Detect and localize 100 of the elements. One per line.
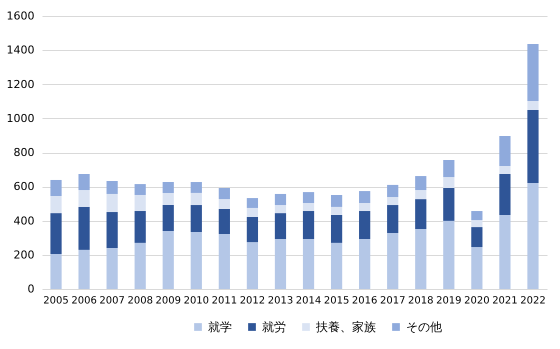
bar: [443, 177, 454, 188]
bar: [359, 239, 370, 289]
y-tick-label: 800: [14, 146, 34, 159]
x-tick-label: 2012: [240, 296, 266, 306]
bar: [415, 190, 426, 200]
legend-label: その他: [406, 320, 442, 334]
bar: [387, 197, 398, 206]
bar: [359, 211, 370, 240]
bar: [218, 208, 230, 234]
bar: [415, 228, 426, 289]
x-tick-label: 2010: [184, 296, 210, 306]
bar: [134, 211, 146, 243]
bar: [471, 220, 482, 228]
bar: [78, 190, 90, 207]
x-tick-label: 2007: [99, 296, 125, 306]
bar: [162, 182, 174, 193]
bar: [106, 194, 118, 212]
bar: [359, 203, 370, 212]
bar: [527, 44, 539, 101]
bar: [78, 174, 90, 190]
bar: [218, 234, 230, 289]
bar: [387, 184, 398, 198]
x-tick-label: 2008: [127, 296, 153, 306]
bar: [499, 136, 511, 166]
y-tick-label: 1200: [6, 78, 34, 91]
bar: [274, 239, 286, 289]
legend-label: 扶養、家族: [315, 320, 376, 334]
x-tick-label: 2019: [436, 296, 462, 306]
bar: [246, 242, 258, 289]
bar: [527, 100, 539, 110]
bar: [218, 188, 230, 200]
bar: [50, 196, 62, 214]
x-tick-label: 2013: [268, 296, 294, 306]
legend-label: 就労: [262, 320, 286, 334]
x-tick-label: 2014: [296, 296, 322, 306]
bar: [443, 220, 454, 289]
bar: [302, 211, 314, 240]
x-tick-label: 2020: [464, 296, 490, 306]
bar: [50, 213, 62, 254]
legend-label: 就学: [208, 320, 232, 334]
bar: [443, 160, 454, 178]
bar: [499, 174, 511, 215]
bar: [330, 194, 342, 207]
bar: [190, 232, 202, 289]
bar: [387, 205, 398, 234]
bar: [302, 203, 314, 212]
bar: [330, 206, 342, 215]
bar: [190, 192, 202, 206]
bar: [471, 247, 482, 289]
y-tick-label: 1600: [6, 10, 34, 22]
bar: [106, 248, 118, 289]
bar: [302, 192, 314, 204]
bar: [415, 176, 426, 190]
x-tick-label: 2009: [156, 296, 181, 306]
bar: [443, 188, 454, 221]
y-tick-label: 400: [14, 214, 34, 228]
bar: [527, 183, 539, 289]
bar: [162, 192, 174, 206]
x-tick-label: 2011: [212, 296, 238, 306]
y-tick-label: 600: [14, 180, 34, 194]
bar: [330, 242, 342, 289]
bar: [50, 180, 62, 196]
bar: [162, 205, 174, 231]
bar: [50, 254, 62, 289]
bar: [246, 216, 258, 242]
bar: [106, 212, 118, 248]
bar: [302, 239, 314, 289]
bar: [134, 242, 146, 289]
bar: [134, 194, 146, 212]
bar: [78, 250, 90, 289]
x-tick-label: 2017: [380, 296, 406, 306]
bar: [134, 184, 146, 195]
x-tick-label: 2022: [520, 296, 546, 306]
bar: [527, 110, 539, 184]
bar: [246, 198, 258, 208]
bar: [274, 194, 286, 206]
x-tick-label: 2015: [324, 296, 350, 306]
bar: [190, 182, 202, 193]
bar: [190, 205, 202, 232]
y-tick-label: 1400: [6, 44, 34, 57]
bar: [415, 199, 426, 229]
bar: [274, 205, 286, 214]
bar: [387, 233, 398, 289]
bar: [330, 214, 342, 243]
x-tick-label: 2021: [492, 296, 518, 306]
bar: [471, 227, 482, 248]
bar: [246, 208, 258, 217]
y-tick-label: 0: [28, 282, 34, 296]
bar: [471, 211, 482, 220]
bar: [106, 180, 118, 194]
bar: [162, 230, 174, 289]
bar: [218, 199, 230, 209]
bar: [499, 166, 511, 174]
bar: [359, 191, 370, 204]
y-tick-label: 1000: [6, 112, 34, 125]
bar: [499, 214, 511, 289]
x-tick-label: 2018: [408, 296, 434, 306]
y-tick-label: 200: [14, 248, 34, 262]
x-tick-label: 2006: [71, 296, 97, 306]
x-tick-label: 2005: [43, 296, 69, 306]
